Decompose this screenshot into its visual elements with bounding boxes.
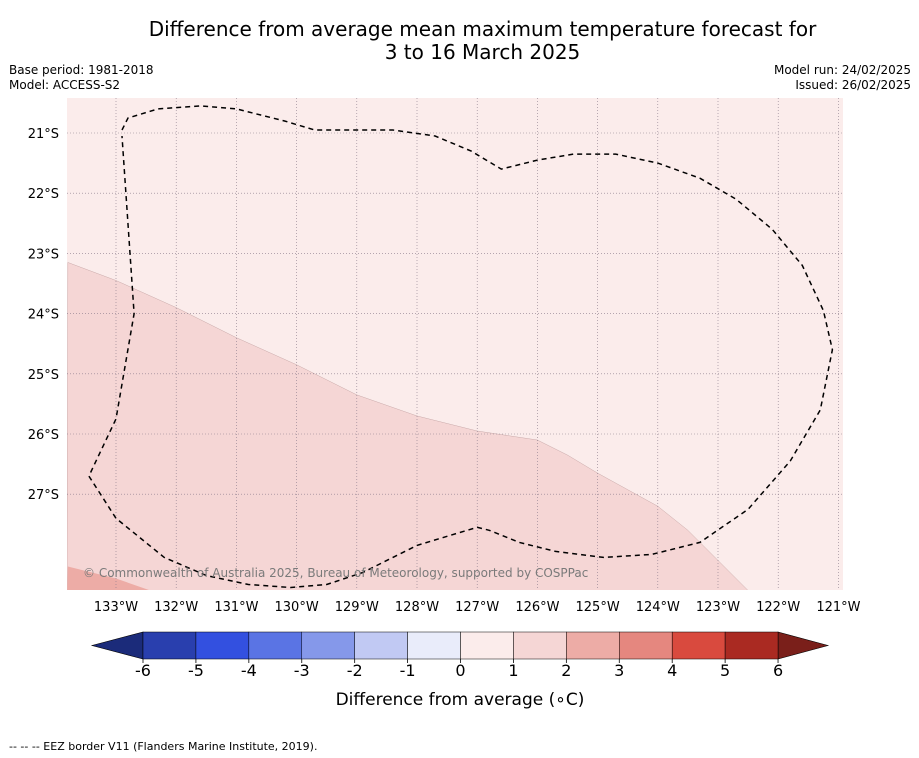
x-tick-label: 121°W: [816, 600, 860, 615]
colorbar-segment: [354, 631, 408, 660]
chart-title-line-1: Difference from average mean maximum tem…: [148, 17, 817, 41]
model-name: Model: ACCESS-S2: [9, 78, 121, 92]
issued-date: Issued: 26/02/2025: [795, 78, 911, 92]
colorbar-label: Difference from average (∘C): [336, 690, 585, 710]
x-tick-label: 128°W: [395, 600, 439, 615]
y-tick-label: 25°S: [28, 368, 59, 383]
anomaly-region-1-2: [67, 262, 748, 590]
colorbar-segment: [195, 631, 250, 660]
colorbar-segment: [301, 631, 355, 660]
colorbar-tick-label: -1: [400, 661, 416, 680]
axes: 133°W 132°W 131°W 130°W 129°W 128°W 127°W 126°W…: [28, 127, 861, 615]
colorbar-tick-label: -2: [347, 661, 363, 680]
chart-title-line-2: 3 to 16 March 2025: [384, 40, 581, 64]
colorbar-segment: [142, 631, 197, 660]
eez-footnote: -- -- -- EEZ border V11 (Flanders Marine…: [9, 740, 318, 753]
x-tick-label: 130°W: [275, 600, 319, 615]
colorbar: -6 -5 -4 -3 -2 -1 0 1 2 3 4 5 6: [90, 631, 830, 680]
anomaly-region-2-3: [67, 566, 149, 590]
y-tick-label: 26°S: [28, 428, 59, 443]
x-tick-label: 126°W: [515, 600, 559, 615]
colorbar-segment: [724, 631, 779, 660]
model-run: Model run: 24/02/2025: [773, 63, 911, 77]
colorbar-segment: [407, 631, 461, 660]
colorbar-tick-label: 5: [720, 661, 730, 680]
colorbar-segment: [248, 631, 303, 660]
colorbar-segment: [619, 631, 673, 660]
colorbar-tick-label: 1: [508, 661, 518, 680]
colorbar-tick-label: -4: [241, 661, 257, 680]
colorbar-extend-max: [777, 631, 830, 660]
colorbar-tick-label: 2: [561, 661, 571, 680]
y-tick-label: 24°S: [28, 308, 59, 323]
x-tick-label: 127°W: [455, 600, 499, 615]
colorbar-extend-min: [90, 631, 144, 660]
y-tick-label: 21°S: [28, 127, 59, 142]
colorbar-tick-label: 3: [614, 661, 624, 680]
gridlines: [67, 98, 843, 590]
x-tick-label: 129°W: [335, 600, 379, 615]
colorbar-segment: [671, 631, 726, 660]
copyright-text: © Commonwealth of Australia 2025, Bureau…: [83, 566, 588, 580]
meta-left: Base period: 1981-2018 Model: ACCESS-S2: [9, 63, 154, 93]
y-tick-label: 22°S: [28, 187, 59, 202]
colorbar-tick-label: 6: [773, 661, 783, 680]
eez-border-line: [88, 105, 834, 589]
x-tick-label: 132°W: [154, 600, 198, 615]
colorbar-tick-label: -3: [294, 661, 310, 680]
colorbar-tick-label: 0: [455, 661, 465, 680]
colorbar-tick-label: 4: [667, 661, 677, 680]
chart-title: Difference from average mean maximum tem…: [0, 18, 919, 64]
map-area: © Commonwealth of Australia 2025, Bureau…: [67, 98, 843, 590]
colorbar-segment: [513, 631, 567, 660]
x-tick-label: 131°W: [214, 600, 258, 615]
x-tick-label: 124°W: [636, 600, 680, 615]
x-tick-label: 133°W: [94, 600, 138, 615]
y-tick-label: 23°S: [28, 247, 59, 262]
x-tick-label: 123°W: [696, 600, 740, 615]
x-tick-label: 125°W: [576, 600, 620, 615]
colorbar-tick-label: -5: [188, 661, 204, 680]
colorbar-segment: [460, 631, 514, 660]
base-period: Base period: 1981-2018: [9, 63, 154, 77]
colorbar-tick-label: -6: [135, 661, 151, 680]
y-tick-label: 27°S: [28, 488, 59, 503]
x-tick-label: 122°W: [756, 600, 800, 615]
colorbar-segment: [566, 631, 620, 660]
meta-right: Model run: 24/02/2025 Issued: 26/02/2025: [774, 63, 911, 93]
map-chart: © Commonwealth of Australia 2025, Bureau…: [28, 98, 861, 710]
